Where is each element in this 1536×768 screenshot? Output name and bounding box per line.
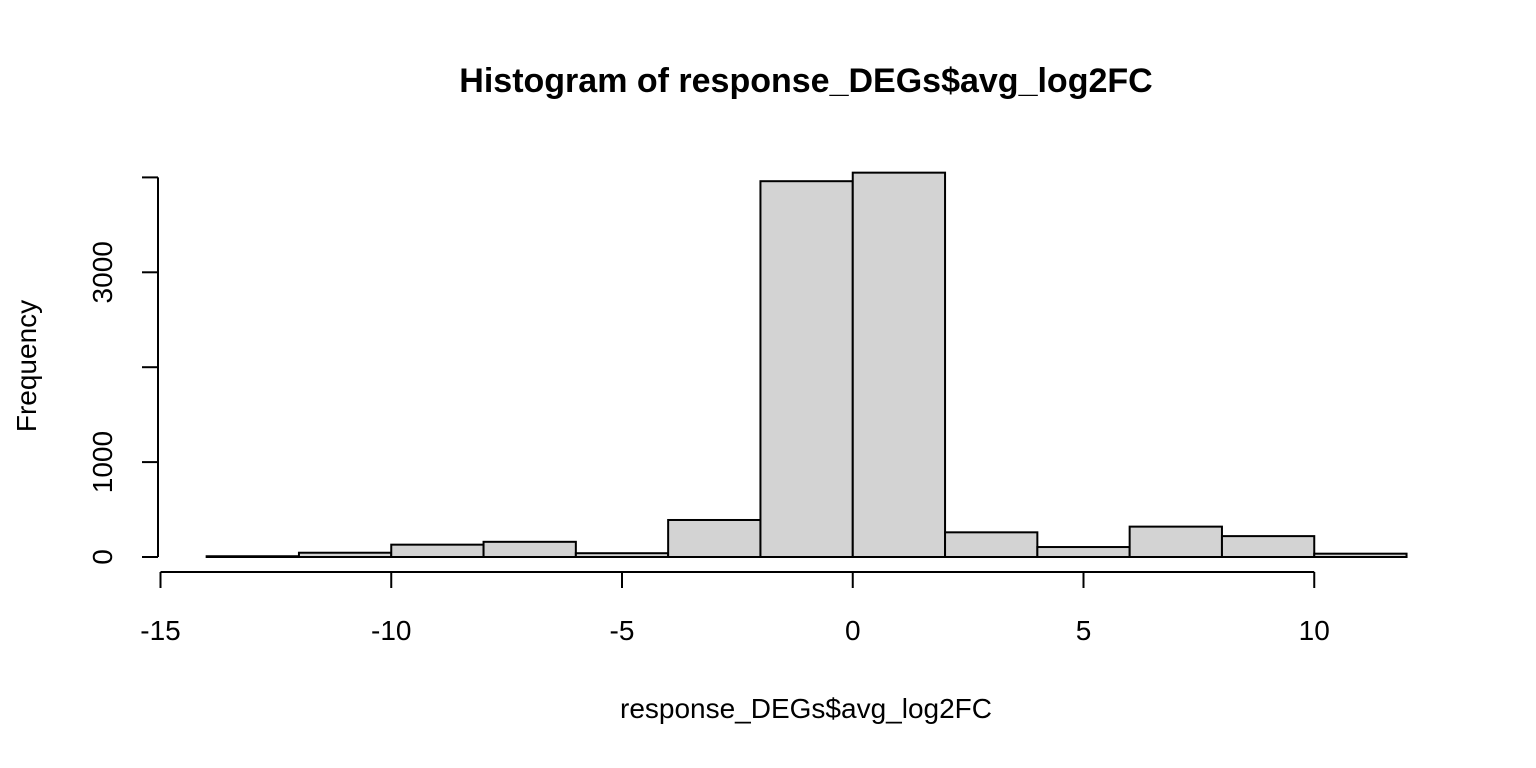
y-tick-label: 3000	[87, 241, 118, 303]
histogram-bar	[205, 555, 300, 558]
y-axis: 0 1000 3000	[87, 176, 159, 565]
x-tick-label: 5	[1076, 615, 1092, 646]
y-axis-label: Frequency	[11, 300, 42, 432]
x-axis-label: response_DEGs$avg_log2FC	[620, 693, 992, 724]
x-tick-label: 10	[1299, 615, 1330, 646]
x-tick-label: -10	[371, 615, 411, 646]
histogram-bar	[297, 551, 393, 558]
histogram-bar	[1313, 552, 1408, 559]
histogram-bar	[1220, 535, 1316, 559]
histogram-bar	[390, 543, 485, 559]
histogram-bar	[851, 171, 947, 558]
histogram-bar	[1036, 546, 1131, 559]
histogram-bar	[482, 540, 577, 558]
y-tick-label: 1000	[87, 431, 118, 493]
histogram-bar	[667, 518, 762, 559]
x-tick-label: 0	[845, 615, 861, 646]
x-tick-label: -15	[140, 615, 180, 646]
x-tick-label: -5	[610, 615, 635, 646]
histogram-bar	[759, 180, 854, 558]
histogram-bar	[944, 531, 1039, 558]
x-axis: -15 -10 -5 0 5 10	[140, 571, 1330, 646]
histogram-bar	[1128, 525, 1223, 559]
y-tick-label: 0	[87, 549, 118, 565]
bars-group	[205, 171, 1408, 559]
histogram-bar	[574, 552, 670, 558]
chart-title: Histogram of response_DEGs$avg_log2FC	[459, 62, 1152, 100]
